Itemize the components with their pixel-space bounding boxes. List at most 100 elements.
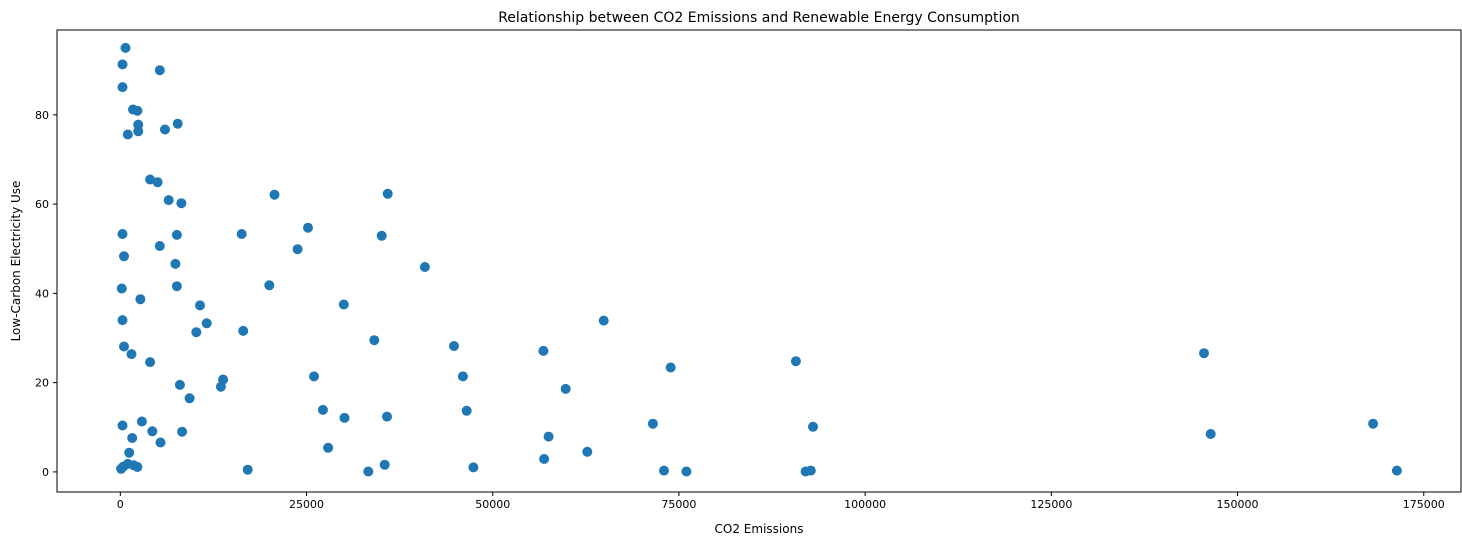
data-point [538, 345, 549, 356]
data-point [116, 283, 127, 294]
data-point [323, 442, 334, 453]
data-point [539, 454, 550, 464]
data-point [317, 404, 328, 415]
data-point [382, 188, 393, 199]
x-tick-label: 175000 [1403, 498, 1445, 511]
data-point [292, 244, 303, 255]
x-tick-label: 125000 [1030, 498, 1072, 511]
data-point [201, 318, 212, 329]
data-point [376, 230, 387, 241]
y-axis-label: Low-Carbon Electricity Use [9, 181, 23, 342]
data-point [152, 177, 163, 188]
x-tick-label: 75000 [661, 498, 696, 511]
data-point [160, 124, 170, 135]
data-point [238, 325, 249, 336]
data-point [598, 315, 609, 326]
data-point [1368, 418, 1379, 429]
data-point [174, 379, 185, 390]
x-tick-label: 50000 [475, 498, 510, 511]
data-point [171, 281, 182, 292]
data-point [659, 465, 669, 476]
x-tick-label: 100000 [844, 498, 886, 511]
data-point [133, 126, 144, 137]
data-point [681, 466, 692, 477]
data-point [119, 341, 129, 352]
y-tick-label: 20 [35, 377, 49, 390]
data-point [647, 418, 658, 429]
x-axis: 0 25000 50000 75000 100000 125000 150000 175000 [117, 492, 1445, 511]
data-point [1391, 465, 1402, 476]
data-point [1199, 348, 1209, 359]
data-point [120, 42, 131, 53]
chart-title: Relationship between CO2 Emissions and R… [498, 10, 1020, 26]
data-point [582, 446, 593, 457]
data-point [461, 405, 472, 416]
data-point [338, 299, 349, 310]
data-point [132, 462, 143, 472]
data-point [122, 129, 133, 140]
data-point [119, 251, 129, 262]
data-point [379, 459, 390, 470]
data-point [419, 262, 430, 272]
data-point [117, 229, 128, 239]
data-point [132, 105, 143, 116]
data-point [154, 241, 165, 251]
data-point [805, 465, 816, 476]
y-tick-label: 80 [35, 109, 49, 122]
x-tick-label: 0 [117, 498, 124, 511]
data-point [242, 464, 253, 475]
data-point [808, 421, 818, 432]
data-point [363, 466, 374, 477]
data-point [191, 327, 202, 338]
x-tick-label: 25000 [289, 498, 324, 511]
data-point [163, 195, 174, 206]
data-point [177, 426, 188, 437]
y-axis: 0 20 40 60 80 [35, 109, 57, 479]
y-tick-label: 0 [42, 466, 49, 479]
data-point [126, 349, 137, 360]
data-point [147, 426, 158, 437]
data-point [176, 198, 187, 209]
y-tick-label: 40 [35, 287, 49, 300]
data-point [195, 300, 205, 311]
data-point [116, 463, 127, 474]
data-point [117, 59, 128, 70]
data-point [145, 357, 156, 368]
data-point [155, 437, 166, 448]
data-point [468, 462, 479, 473]
data-point [136, 416, 147, 427]
data-point [117, 420, 128, 431]
data-points [116, 42, 1402, 477]
data-point [236, 229, 247, 239]
data-point [145, 174, 156, 185]
plot-frame [56, 29, 1462, 493]
data-point [171, 229, 182, 240]
y-tick-label: 60 [35, 198, 49, 211]
data-point [269, 189, 280, 200]
data-point [264, 280, 275, 291]
data-point [449, 341, 459, 351]
data-point [170, 258, 181, 269]
data-point [117, 82, 128, 93]
data-point [369, 335, 380, 346]
data-point [560, 383, 571, 394]
data-point [665, 362, 676, 373]
data-point [339, 412, 350, 423]
data-point [215, 381, 226, 392]
data-point [184, 393, 195, 404]
data-point [135, 294, 146, 305]
data-point [457, 371, 468, 382]
x-axis-label: CO2 Emissions [715, 522, 804, 536]
data-point [309, 371, 319, 382]
data-point [124, 447, 135, 458]
data-point [790, 356, 801, 367]
data-point [154, 65, 165, 76]
data-point [127, 433, 138, 443]
data-point [1205, 429, 1216, 439]
data-point [543, 431, 554, 442]
data-point [382, 411, 392, 422]
data-point [172, 118, 183, 129]
data-point [117, 315, 128, 326]
x-tick-label: 150000 [1217, 498, 1259, 511]
